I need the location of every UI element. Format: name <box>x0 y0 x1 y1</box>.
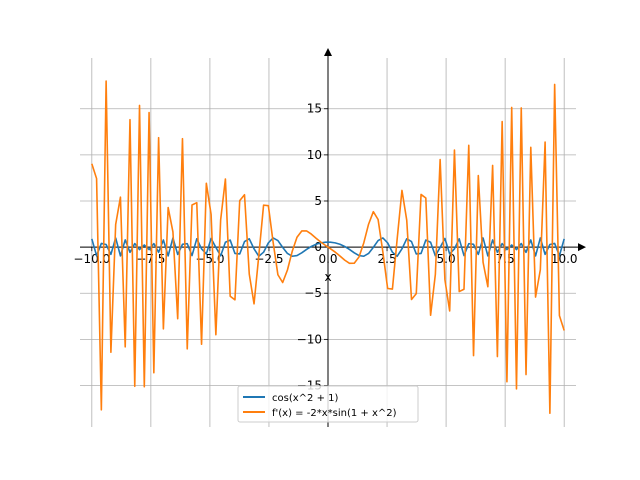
y-tick-label: −10 <box>297 332 322 346</box>
y-axis-arrow <box>324 48 332 56</box>
y-tick-label: −5 <box>304 286 322 300</box>
x-tick-label: 10.0 <box>551 252 578 266</box>
y-tick-label: 10 <box>307 148 322 162</box>
series-line-0 <box>91 237 565 258</box>
y-tick-label: 5 <box>314 194 322 208</box>
x-tick-label: 2.5 <box>378 252 397 266</box>
x-axis-arrow <box>578 243 586 252</box>
legend-label-derivative: f'(x) = -2*x*sin(1 + x^2) <box>272 408 397 419</box>
x-tick-label: 0.0 <box>318 252 337 266</box>
x-tick-label: −10.0 <box>73 252 110 266</box>
legend-box <box>237 385 419 423</box>
x-tick-label: −7.5 <box>136 252 165 266</box>
y-tick-label: 0 <box>314 240 322 254</box>
series-line-1 <box>91 80 565 415</box>
y-tick-label: 15 <box>307 102 322 116</box>
x-tick-label: 5.0 <box>437 252 456 266</box>
legend-label-cos: cos(x^2 + 1) <box>272 393 338 404</box>
x-tick-label: −5.0 <box>195 252 224 266</box>
x-axis-label: x <box>324 270 331 284</box>
legend: cos(x^2 + 1) f'(x) = -2*x*sin(1 + x^2) <box>237 385 419 423</box>
plot-lines <box>91 80 565 415</box>
